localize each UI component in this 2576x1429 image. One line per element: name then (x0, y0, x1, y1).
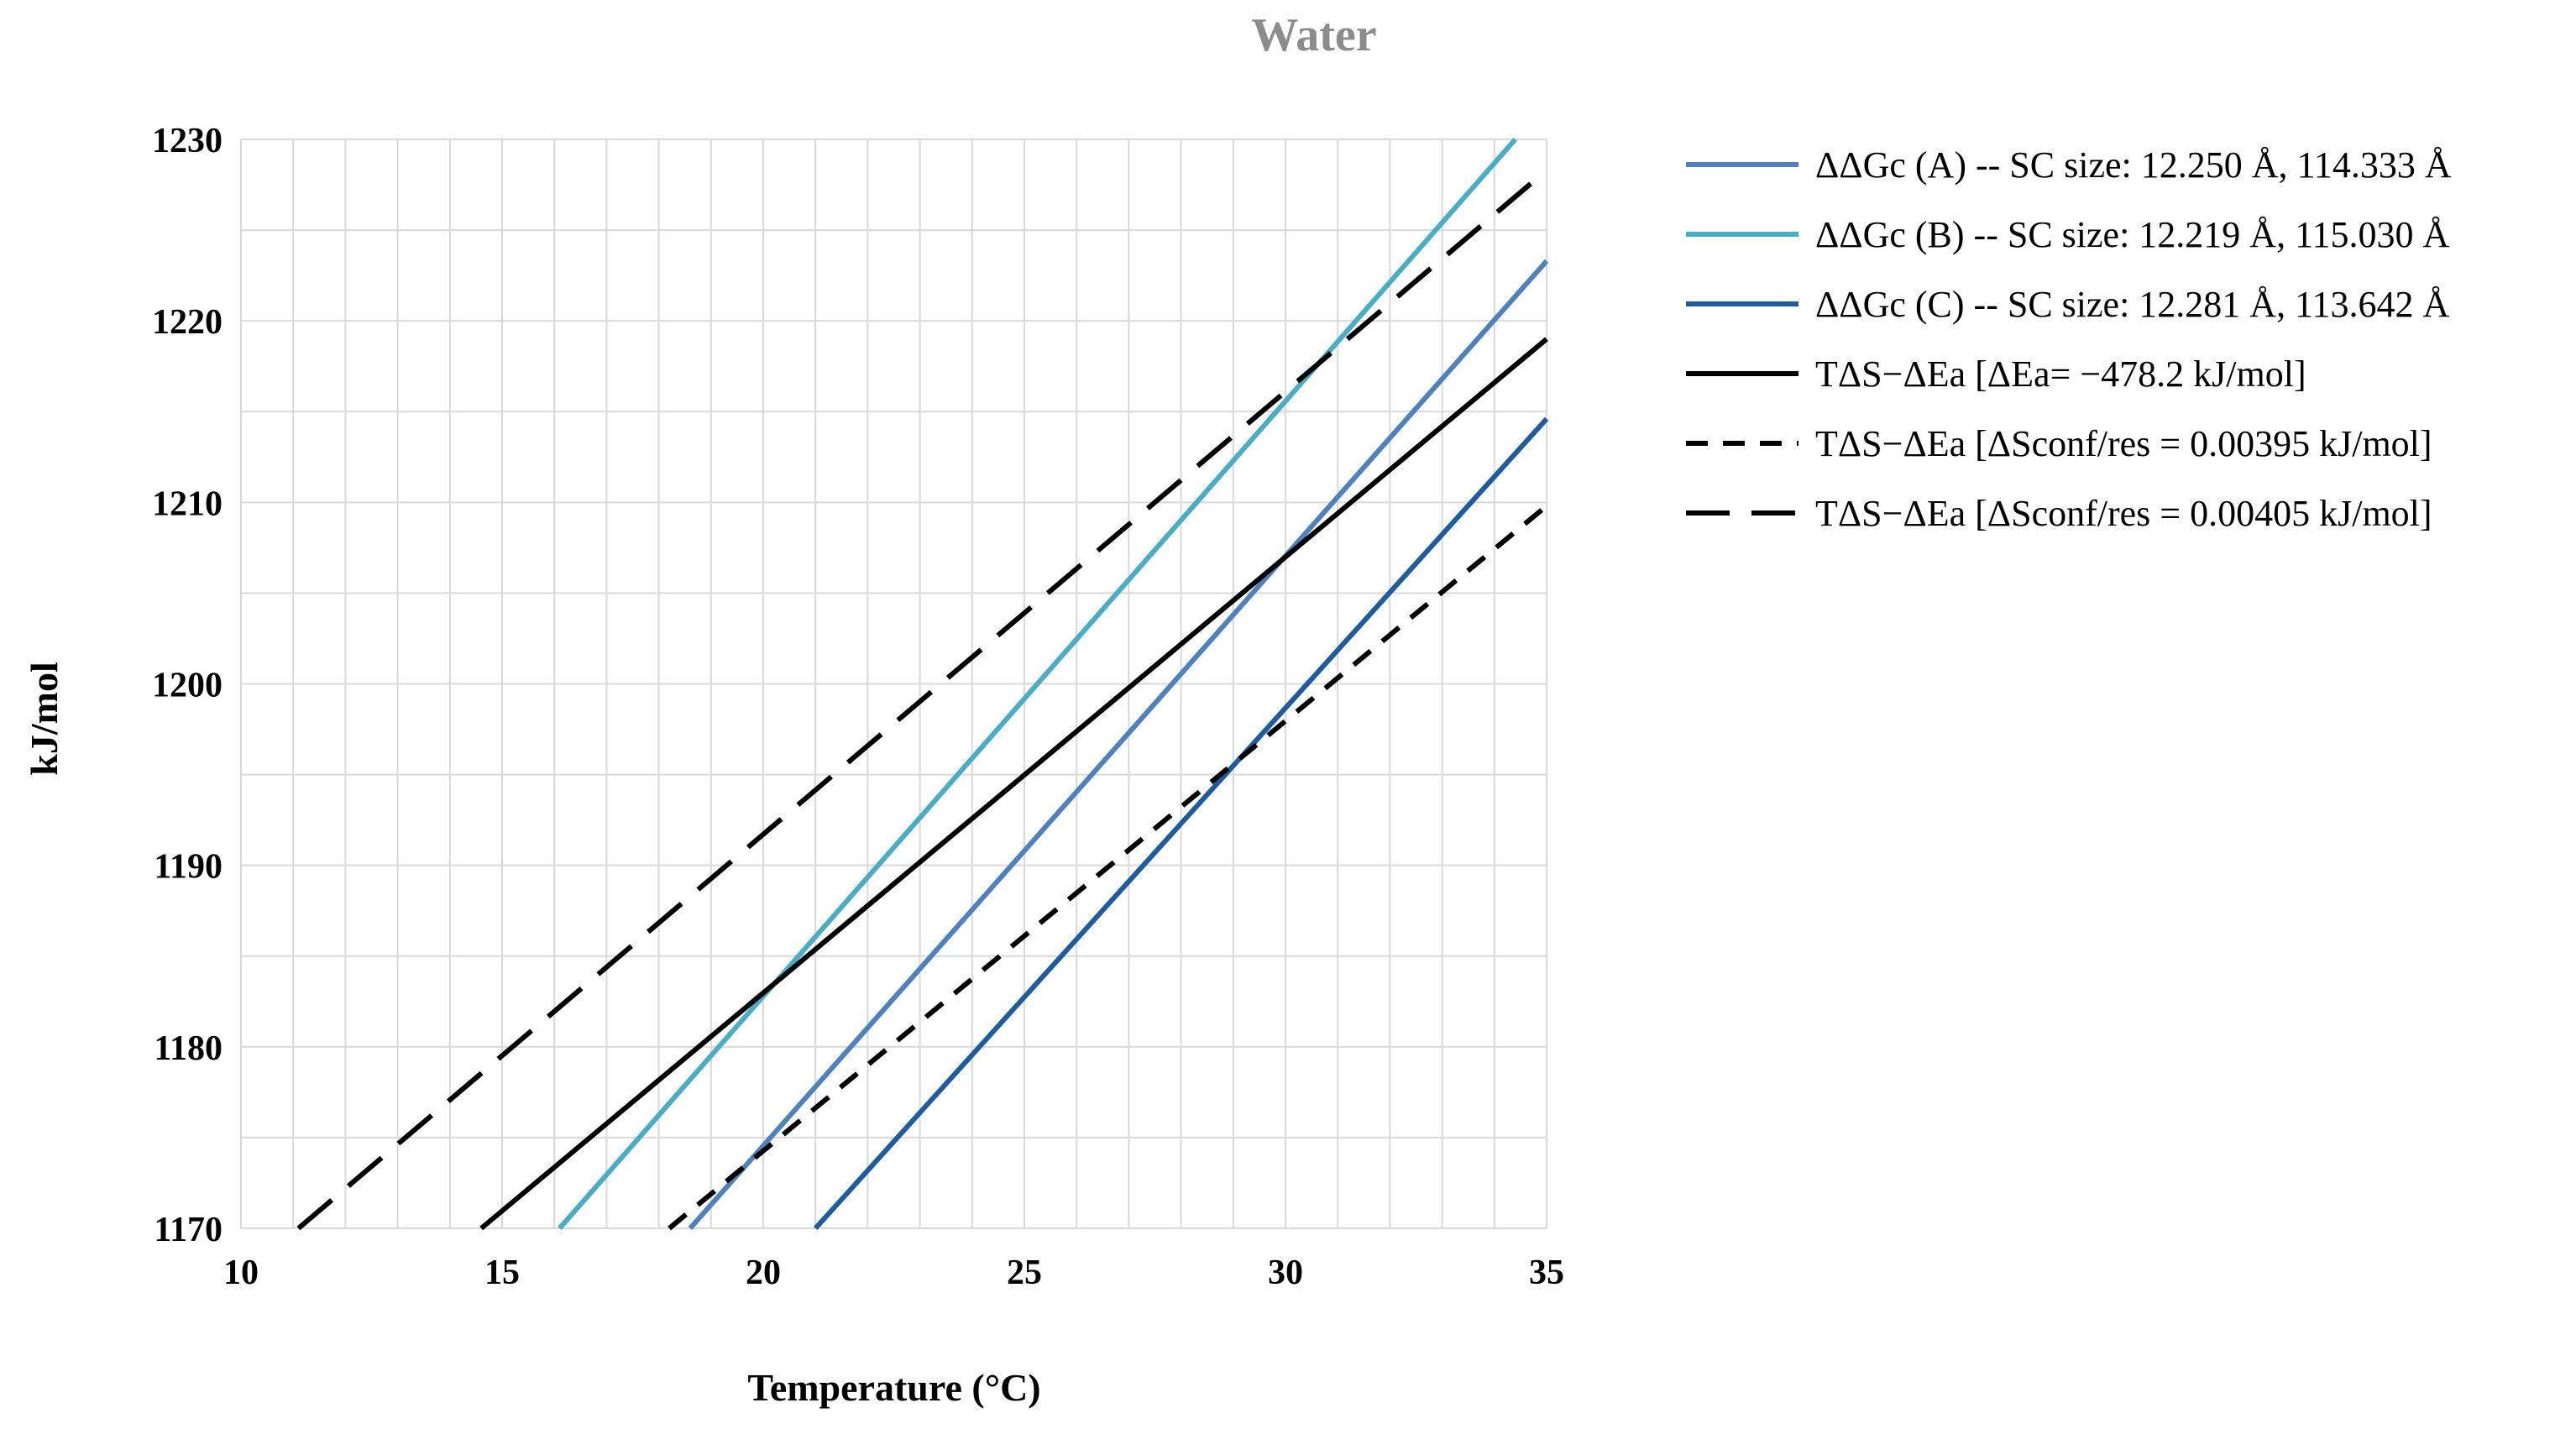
y-tick-label: 1230 (152, 122, 223, 160)
series-line-4 (479, 337, 1548, 1231)
x-tick-label: 15 (484, 1254, 520, 1292)
x-tick-label: 20 (746, 1254, 781, 1292)
y-tick-label: 1180 (154, 1029, 223, 1068)
y-tick-label: 1190 (154, 848, 223, 887)
y-tick-label: 1210 (152, 484, 223, 523)
legend-label-3: ΔΔGc (C) -- SC size: 12.281 Å, 113.642 Å (1815, 284, 2449, 325)
chart-title: Water (1251, 9, 1376, 61)
x-axis-label: Temperature (°C) (747, 1366, 1040, 1409)
legend-label-4: TΔS−ΔEa [ΔEa= −478.2 kJ/mol] (1815, 353, 2306, 395)
series-line-5 (668, 504, 1548, 1231)
series-line-1 (688, 259, 1549, 1230)
y-axis-label: kJ/mol (23, 662, 65, 775)
legend-label-6: TΔS−ΔEa [ΔSconf/res = 0.00405 kJ/mol] (1815, 493, 2432, 534)
series-line-2 (558, 138, 1517, 1230)
legend: ΔΔGc (A) -- SC size: 12.250 Å, 114.333 Å… (1686, 144, 2452, 534)
y-tick-label: 1220 (152, 303, 223, 342)
series-line-3 (813, 416, 1549, 1231)
x-tick-label: 35 (1529, 1254, 1564, 1292)
y-tick-label: 1200 (152, 667, 223, 705)
series-lines (296, 138, 1549, 1231)
legend-label-2: ΔΔGc (B) -- SC size: 12.219 Å, 115.030 Å (1815, 214, 2449, 255)
series-line-6 (296, 168, 1548, 1231)
x-tick-label: 30 (1268, 1254, 1303, 1292)
y-tick-label: 1170 (154, 1211, 223, 1249)
x-tick-label: 10 (223, 1254, 259, 1292)
grid (240, 139, 1547, 1229)
legend-label-1: ΔΔGc (A) -- SC size: 12.250 Å, 114.333 Å (1815, 144, 2452, 186)
axis-ticks: 10 15 20 25 30 35 1170 1180 1190 1200 1210 1220 1230 (152, 122, 1564, 1292)
legend-label-5: TΔS−ΔEa [ΔSconf/res = 0.00395 kJ/mol] (1815, 423, 2432, 464)
x-tick-label: 25 (1007, 1254, 1042, 1292)
